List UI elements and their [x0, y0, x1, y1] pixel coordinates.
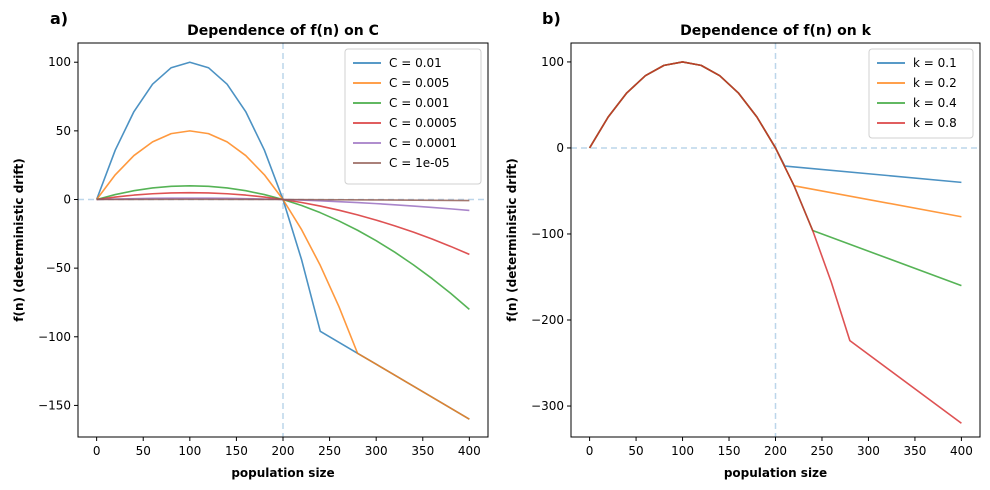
legend: k = 0.1 k = 0.2 k = 0.4 k = 0.8: [868, 48, 974, 139]
series-line-4: [588, 61, 962, 424]
legend-label: k = 0.2: [913, 76, 957, 90]
y-tick-label: 100: [541, 55, 564, 69]
x-tick-label: 250: [811, 444, 834, 458]
panel-letter: b): [542, 9, 561, 28]
y-tick-label: −100: [531, 227, 564, 241]
x-tick-label: 100: [178, 444, 201, 458]
legend-label: C = 0.005: [389, 76, 449, 90]
x-tick-label: 400: [458, 444, 481, 458]
x-tick-label: 200: [272, 444, 295, 458]
chart-panel-a: a) Dependence of f(n) on C 0 50 100 150 200 250…: [12, 9, 489, 480]
legend-label: C = 0.001: [389, 96, 449, 110]
panel-letter: a): [50, 9, 68, 28]
x-tick-label: 350: [411, 444, 434, 458]
y-tick-label: 0: [556, 141, 564, 155]
legend-box: [868, 48, 974, 139]
chart-title: Dependence of f(n) on C: [187, 23, 379, 39]
x-tick-label: 300: [857, 444, 880, 458]
chart-title: Dependence of f(n) on k: [680, 23, 872, 39]
y-axis-label: f(n) (deterministic drift): [505, 158, 519, 322]
x-tick-label: 200: [764, 444, 787, 458]
x-axis-label: population size: [231, 466, 334, 480]
y-tick-label: −300: [531, 399, 564, 413]
x-tick-label: 150: [225, 444, 248, 458]
x-axis-label: population size: [724, 466, 827, 480]
x-tick-label: 250: [318, 444, 341, 458]
x-tick-label: 400: [950, 444, 973, 458]
chart-panel-b: b) Dependence of f(n) on k 0 50 100 150 200 250…: [505, 9, 981, 480]
y-tick-label: −100: [38, 330, 71, 344]
x-tick-label: 300: [365, 444, 388, 458]
legend-label: k = 0.4: [913, 96, 957, 110]
x-tick-label: 0: [586, 444, 594, 458]
y-tick-label: 50: [56, 124, 71, 138]
y-tick-label: −50: [46, 261, 71, 275]
series-line-6: [96, 198, 470, 202]
y-tick-label: 0: [63, 193, 71, 207]
y-tick-label: −150: [38, 398, 71, 412]
x-tick-label: 50: [136, 444, 151, 458]
x-tick-label: 150: [718, 444, 741, 458]
legend: C = 0.01 C = 0.005 C = 0.001 C = 0.0005 C = …: [344, 48, 482, 185]
x-tick-label: 350: [903, 444, 926, 458]
y-tick-label: 100: [48, 55, 71, 69]
y-axis-label: f(n) (deterministic drift): [12, 158, 26, 322]
legend-label: k = 0.1: [913, 56, 957, 70]
legend-label: C = 0.01: [389, 56, 442, 70]
x-tick-label: 50: [628, 444, 643, 458]
legend-label: C = 1e-05: [389, 156, 450, 170]
y-tick-label: −200: [531, 313, 564, 327]
legend-label: k = 0.8: [913, 116, 957, 130]
legend-label: C = 0.0001: [389, 136, 457, 150]
x-tick-label: 100: [671, 444, 694, 458]
x-tick-label: 0: [93, 444, 101, 458]
legend-label: C = 0.0005: [389, 116, 457, 130]
